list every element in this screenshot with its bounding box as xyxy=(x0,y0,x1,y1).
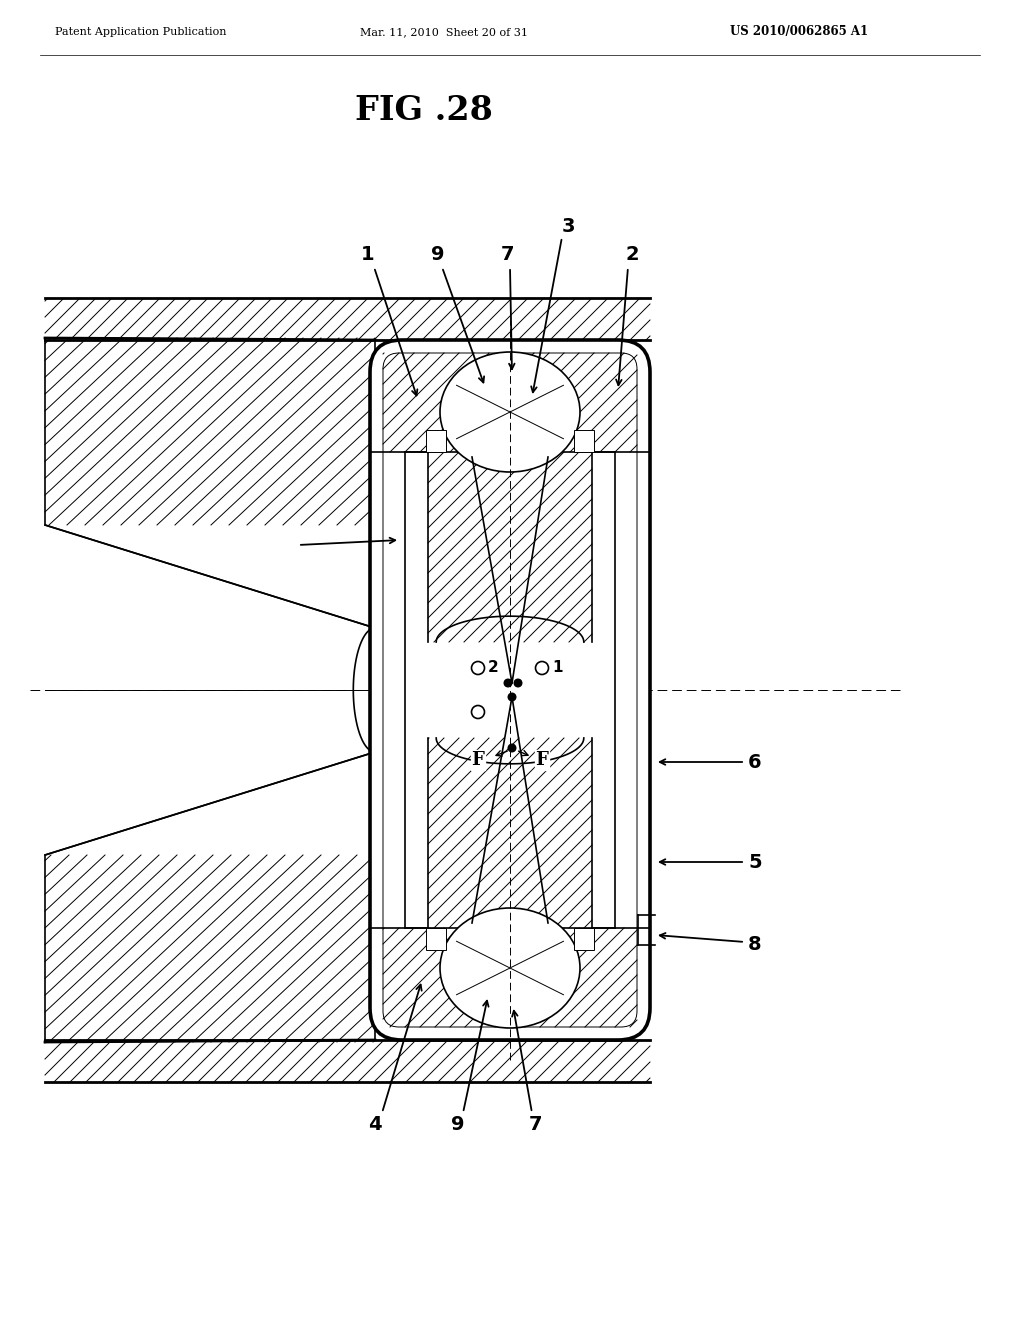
Text: 1: 1 xyxy=(361,246,375,264)
Circle shape xyxy=(504,680,512,686)
Text: 9: 9 xyxy=(452,1115,465,1134)
Text: Patent Application Publication: Patent Application Publication xyxy=(55,26,226,37)
Ellipse shape xyxy=(440,352,580,473)
Polygon shape xyxy=(574,928,594,950)
Circle shape xyxy=(508,693,516,701)
Text: US 2010/0062865 A1: US 2010/0062865 A1 xyxy=(730,25,868,38)
Text: 4: 4 xyxy=(369,1115,382,1134)
Text: 2: 2 xyxy=(626,246,639,264)
Text: 8: 8 xyxy=(749,936,762,954)
Text: F: F xyxy=(472,751,484,770)
Text: 3: 3 xyxy=(561,218,574,236)
Polygon shape xyxy=(45,338,375,628)
Circle shape xyxy=(471,705,484,718)
Text: FIG .28: FIG .28 xyxy=(355,94,493,127)
Text: 5: 5 xyxy=(282,536,295,554)
Text: 5: 5 xyxy=(749,853,762,871)
Text: 6: 6 xyxy=(749,752,762,771)
Ellipse shape xyxy=(440,908,580,1028)
FancyBboxPatch shape xyxy=(370,341,650,1040)
Text: 2: 2 xyxy=(488,660,499,676)
Polygon shape xyxy=(426,928,446,950)
Text: Mar. 11, 2010  Sheet 20 of 31: Mar. 11, 2010 Sheet 20 of 31 xyxy=(360,26,528,37)
Text: F: F xyxy=(536,751,549,770)
FancyBboxPatch shape xyxy=(383,352,637,1027)
Circle shape xyxy=(471,661,484,675)
Text: 9: 9 xyxy=(431,246,444,264)
Circle shape xyxy=(514,680,522,686)
Text: 7: 7 xyxy=(528,1115,542,1134)
Text: 1: 1 xyxy=(552,660,562,676)
Text: 7: 7 xyxy=(502,246,515,264)
Polygon shape xyxy=(426,430,446,451)
Circle shape xyxy=(536,661,549,675)
Polygon shape xyxy=(45,752,375,1041)
Polygon shape xyxy=(574,430,594,451)
Circle shape xyxy=(508,744,516,752)
